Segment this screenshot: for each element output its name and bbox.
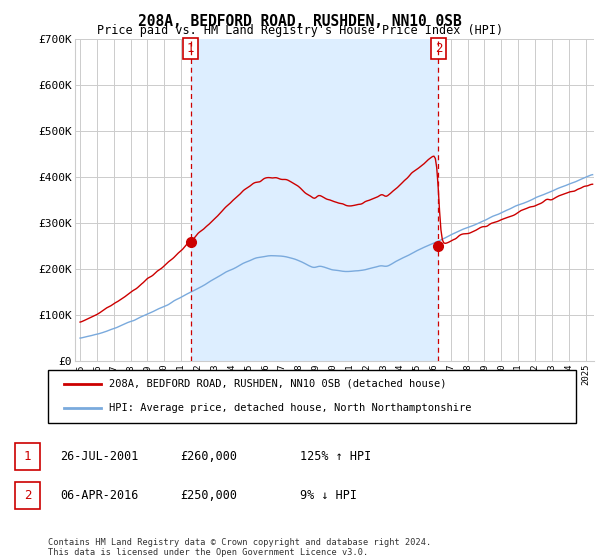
Text: 06-APR-2016: 06-APR-2016 <box>60 489 139 502</box>
Text: 2: 2 <box>435 42 442 55</box>
FancyBboxPatch shape <box>48 370 576 423</box>
Text: £260,000: £260,000 <box>180 450 237 463</box>
Text: 208A, BEDFORD ROAD, RUSHDEN, NN10 0SB (detached house): 208A, BEDFORD ROAD, RUSHDEN, NN10 0SB (d… <box>109 379 446 389</box>
Text: 2: 2 <box>24 489 31 502</box>
Text: 1: 1 <box>187 42 194 55</box>
Text: 1: 1 <box>24 450 31 463</box>
Text: 208A, BEDFORD ROAD, RUSHDEN, NN10 0SB: 208A, BEDFORD ROAD, RUSHDEN, NN10 0SB <box>138 14 462 29</box>
Text: Price paid vs. HM Land Registry's House Price Index (HPI): Price paid vs. HM Land Registry's House … <box>97 24 503 37</box>
Text: 125% ↑ HPI: 125% ↑ HPI <box>300 450 371 463</box>
Text: 26-JUL-2001: 26-JUL-2001 <box>60 450 139 463</box>
Text: HPI: Average price, detached house, North Northamptonshire: HPI: Average price, detached house, Nort… <box>109 403 471 413</box>
Text: 9% ↓ HPI: 9% ↓ HPI <box>300 489 357 502</box>
Text: £250,000: £250,000 <box>180 489 237 502</box>
Text: Contains HM Land Registry data © Crown copyright and database right 2024.
This d: Contains HM Land Registry data © Crown c… <box>48 538 431 557</box>
Bar <box>191 39 439 361</box>
